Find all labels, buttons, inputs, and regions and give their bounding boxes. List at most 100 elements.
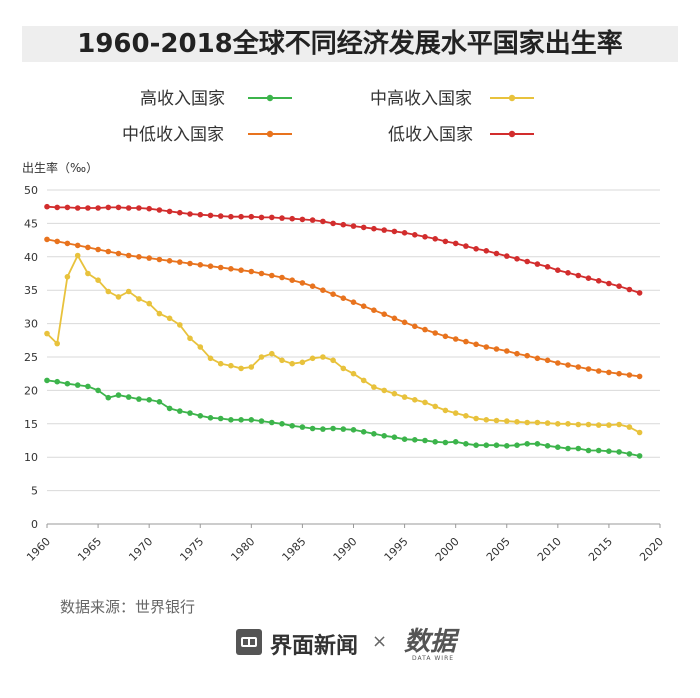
- data-point: [350, 223, 357, 229]
- data-point: [156, 399, 163, 405]
- chart: 出生率（‰） 0 5 10 15 20 25 30 35 40 45 50 1960 1965 1970 19…: [22, 89, 666, 564]
- data-point: [115, 294, 122, 300]
- data-point: [74, 252, 81, 259]
- y-tick-label: 20: [24, 384, 38, 397]
- data-point: [514, 442, 520, 449]
- data-point: [595, 278, 602, 284]
- footer: 界面新闻 × 数据 DATA WIRE: [0, 622, 700, 662]
- data-point: [64, 274, 71, 280]
- data-point: [217, 213, 224, 219]
- data-point: [95, 387, 101, 394]
- data-point: [616, 370, 622, 377]
- data-point: [371, 431, 377, 437]
- data-point: [442, 238, 449, 245]
- data-point: [350, 299, 357, 306]
- data-point: [391, 390, 398, 397]
- data-point: [85, 383, 91, 390]
- data-point: [524, 258, 530, 265]
- data-point: [74, 242, 81, 249]
- data-point: [299, 280, 306, 286]
- data-point: [289, 215, 296, 222]
- data-point: [381, 433, 388, 439]
- data-point: [217, 360, 224, 367]
- data-point: [504, 348, 510, 354]
- x-tick-label: 1980: [228, 535, 257, 564]
- data-point: [238, 267, 244, 274]
- data-point: [289, 423, 296, 429]
- data-point: [44, 236, 50, 243]
- data-point: [105, 288, 112, 295]
- datawire-logo-sub: DATA WIRE: [412, 655, 454, 662]
- data-point: [228, 417, 234, 423]
- data-point: [544, 420, 551, 426]
- data-point: [125, 288, 132, 295]
- x-tick-label: 1995: [382, 535, 411, 564]
- data-point: [330, 357, 336, 364]
- data-point: [44, 377, 50, 384]
- data-point: [636, 429, 643, 436]
- data-point: [248, 364, 255, 370]
- data-point: [463, 441, 469, 447]
- data-point: [105, 248, 112, 255]
- series-line: [46, 253, 641, 434]
- data-point: [575, 421, 582, 428]
- data-point: [555, 267, 561, 274]
- data-point: [309, 283, 316, 290]
- data-point: [473, 442, 479, 449]
- data-point: [360, 303, 367, 310]
- y-tick-label: 40: [24, 251, 38, 264]
- data-point: [575, 364, 582, 370]
- data-point: [279, 421, 285, 427]
- data-point: [320, 354, 326, 360]
- data-point: [595, 447, 602, 454]
- data-point: [289, 360, 296, 367]
- data-point: [105, 394, 112, 401]
- data-point: [136, 205, 142, 211]
- data-point: [350, 370, 357, 377]
- data-point: [156, 310, 163, 317]
- data-point: [381, 311, 388, 318]
- data-point: [74, 382, 81, 388]
- data-point: [534, 419, 541, 426]
- x-tick-label: 1990: [331, 535, 360, 564]
- data-point: [95, 246, 101, 253]
- data-point: [115, 392, 122, 398]
- data-point: [401, 230, 408, 236]
- data-point: [493, 442, 500, 449]
- data-point: [626, 424, 633, 430]
- data-point: [401, 436, 408, 443]
- data-point: [626, 372, 633, 378]
- data-point: [606, 422, 612, 428]
- data-point: [585, 275, 592, 282]
- data-point: [309, 425, 316, 432]
- data-point: [636, 373, 643, 380]
- times-sign: ×: [372, 631, 388, 652]
- data-point: [381, 387, 388, 394]
- data-point: [575, 445, 582, 452]
- data-point: [299, 424, 306, 430]
- data-point: [54, 378, 60, 385]
- data-point: [166, 208, 173, 215]
- y-tick-label: 15: [24, 418, 38, 431]
- data-point: [44, 330, 50, 337]
- data-point: [64, 204, 71, 211]
- data-point: [146, 205, 152, 212]
- y-tick-label: 30: [24, 318, 38, 331]
- y-tick-label: 45: [24, 217, 38, 230]
- data-point: [585, 366, 592, 372]
- x-tick-label: 2000: [433, 535, 462, 564]
- data-point: [473, 341, 479, 348]
- data-point: [544, 357, 551, 364]
- legend-label: 中高收入国家: [370, 89, 472, 109]
- data-point: [238, 213, 244, 220]
- data-point: [401, 394, 408, 400]
- data-point: [258, 418, 265, 424]
- data-point: [626, 286, 633, 293]
- data-point: [442, 407, 449, 414]
- data-point: [391, 315, 398, 322]
- data-point: [412, 232, 418, 238]
- data-point: [483, 248, 490, 254]
- data-point: [330, 220, 336, 227]
- data-point: [565, 270, 571, 276]
- data-point: [524, 419, 530, 426]
